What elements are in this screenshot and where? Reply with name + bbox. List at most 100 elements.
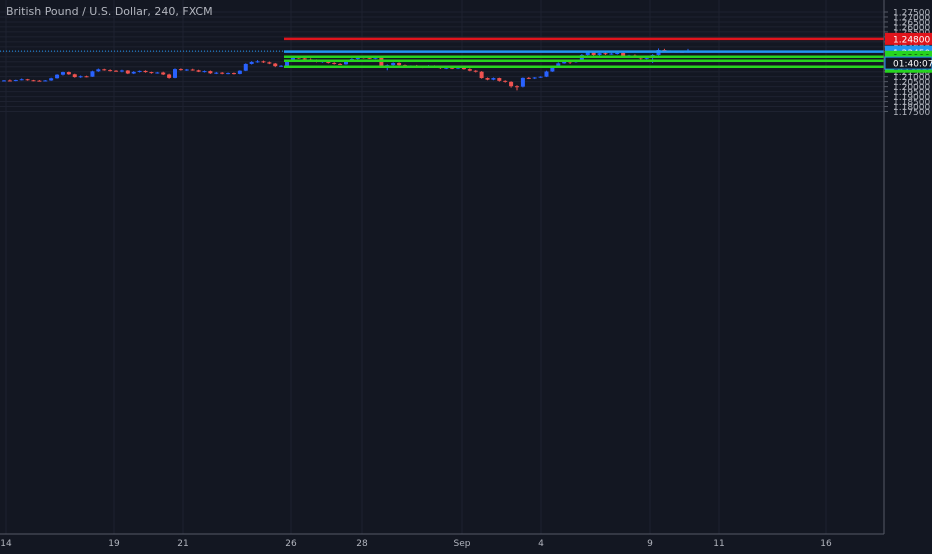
candle-body xyxy=(60,72,65,75)
candle-body xyxy=(615,52,620,54)
candle-body xyxy=(479,71,484,79)
candle xyxy=(544,70,549,78)
candle xyxy=(66,71,71,75)
candle-body xyxy=(532,77,537,79)
candle xyxy=(108,69,113,72)
candle xyxy=(538,76,543,78)
candle xyxy=(514,85,520,91)
candle xyxy=(503,80,508,83)
candle xyxy=(184,68,189,71)
candle-body xyxy=(90,71,95,77)
candle-body xyxy=(214,72,219,74)
candle-body xyxy=(302,58,307,60)
candle-body xyxy=(290,56,295,62)
candle xyxy=(479,71,484,79)
candle xyxy=(473,70,478,73)
candle xyxy=(597,52,602,56)
candle-body xyxy=(237,70,242,74)
price-tick-label: 1.20000 xyxy=(893,83,930,93)
candle xyxy=(273,62,278,68)
price-tick-label: 1.26500 xyxy=(893,18,930,28)
candle xyxy=(72,73,77,78)
candle-body xyxy=(450,67,455,69)
candle xyxy=(485,77,490,81)
candle xyxy=(609,52,614,55)
candle-body xyxy=(125,70,130,74)
candle-body xyxy=(279,65,284,67)
candle xyxy=(161,71,166,76)
candle-body xyxy=(249,61,254,64)
candle xyxy=(178,68,183,71)
candle xyxy=(267,61,272,65)
candle-body xyxy=(1,80,7,82)
candle-body xyxy=(108,70,113,72)
candle-body xyxy=(514,86,520,88)
candle xyxy=(78,75,83,78)
time-axis[interactable]: 14 19 21 26 28 Sep 4 9 11 16 xyxy=(0,539,832,549)
candle-body xyxy=(66,72,71,75)
candle-body xyxy=(96,69,101,72)
candle xyxy=(31,79,36,82)
candle xyxy=(13,79,18,82)
price-tick-label: 1.17500 xyxy=(893,108,930,118)
candle-body xyxy=(397,62,402,66)
candle xyxy=(7,79,12,82)
candle-body xyxy=(503,80,508,82)
candle-body xyxy=(261,61,266,63)
candle-body xyxy=(31,80,36,82)
time-tick-label: 28 xyxy=(356,539,368,549)
candle-body xyxy=(231,73,236,75)
candle-body xyxy=(591,52,596,55)
candle-body xyxy=(202,71,207,73)
candle xyxy=(196,69,201,73)
candle-body xyxy=(19,79,24,81)
candle xyxy=(520,77,525,88)
candle-body xyxy=(367,57,372,59)
candle xyxy=(43,80,48,82)
candle-body xyxy=(456,67,461,69)
candle-body xyxy=(285,61,290,66)
candle-body xyxy=(13,80,18,82)
candle-body xyxy=(326,61,331,63)
candle-body xyxy=(520,77,525,87)
candle-body xyxy=(485,78,490,80)
candle-body xyxy=(196,70,201,72)
candle-body xyxy=(267,62,272,64)
price-tick-label: 1.27000 xyxy=(893,13,930,23)
candle-body xyxy=(114,70,119,72)
candle-body xyxy=(255,61,260,63)
candle-body xyxy=(444,67,449,69)
candle-body xyxy=(172,69,178,78)
candle-body xyxy=(102,69,107,71)
candle-body xyxy=(544,71,549,77)
candle xyxy=(49,77,54,81)
candle-body xyxy=(55,74,60,79)
candle xyxy=(90,70,95,77)
horizontal-levels-layer xyxy=(0,37,884,68)
candle-body xyxy=(603,53,608,55)
time-tick-label: 14 xyxy=(0,539,12,549)
candle-body xyxy=(167,74,172,78)
candle-body xyxy=(131,71,136,74)
candle-body xyxy=(149,72,154,74)
candle-body xyxy=(343,60,349,65)
candle-body xyxy=(37,80,42,82)
price-tick-label: 1.21000 xyxy=(893,73,930,83)
symbol-title: British Pound / U.S. Dollar, 240, FXCM xyxy=(6,5,213,18)
candle xyxy=(491,77,496,81)
price-tick-label: 1.18500 xyxy=(893,98,930,108)
candle xyxy=(332,62,337,65)
candle-body xyxy=(184,69,189,71)
candle-body xyxy=(373,57,378,59)
candle-body xyxy=(155,72,160,74)
countdown-label: 01:40:07 xyxy=(893,60,932,70)
candle-body xyxy=(143,70,148,73)
candle-body xyxy=(379,57,384,67)
candle xyxy=(114,70,119,72)
candle xyxy=(1,80,7,82)
grid-horizontal xyxy=(0,11,884,112)
candle xyxy=(249,61,254,65)
